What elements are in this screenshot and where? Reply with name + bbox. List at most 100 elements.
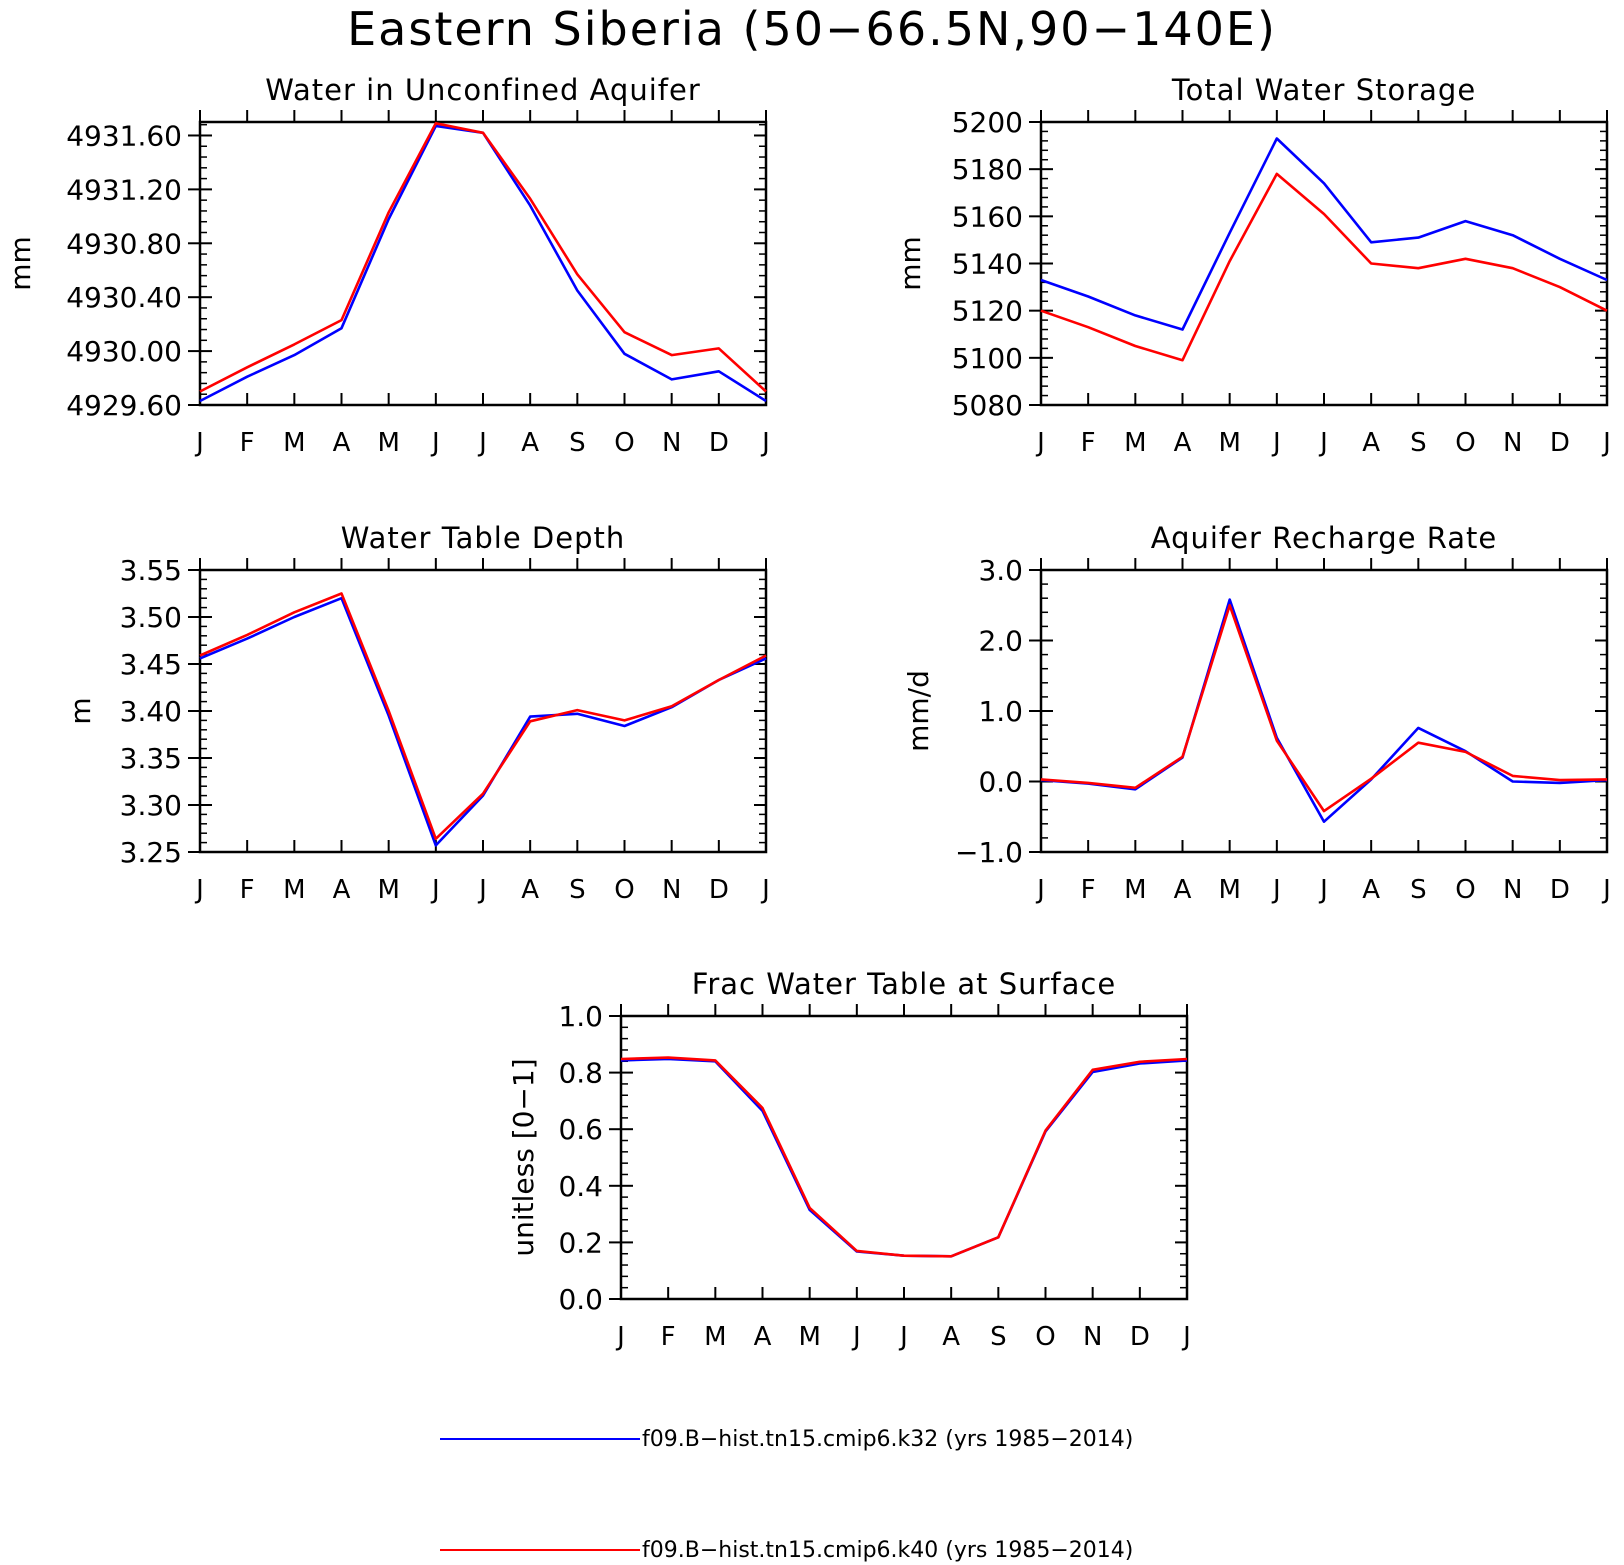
y-tick-label: 0.2 [558, 1226, 603, 1259]
figure-title: Eastern Siberia (50−66.5N,90−140E) [347, 2, 1277, 56]
x-tick-label: J [760, 428, 770, 458]
x-tick-label: F [240, 428, 255, 458]
x-tick-label: A [521, 875, 539, 905]
y-tick-label: 5200 [952, 106, 1023, 139]
x-tick-label: M [1124, 875, 1146, 905]
legend-line-1 [440, 1438, 640, 1440]
x-tick-label: M [1124, 428, 1146, 458]
x-tick-label: N [1083, 1322, 1102, 1352]
x-tick-label: J [851, 1322, 861, 1352]
x-tick-label: M [1218, 428, 1240, 458]
x-tick-label: N [662, 428, 681, 458]
y-tick-label: 3.0 [978, 554, 1023, 587]
y-tick-label: 4930.80 [66, 227, 182, 260]
y-tick-label: 0.6 [558, 1113, 603, 1146]
x-tick-label: D [1130, 1322, 1150, 1352]
y-tick-label: 5180 [952, 153, 1023, 186]
y-tick-label: 4931.60 [66, 119, 182, 152]
x-tick-label: O [614, 875, 634, 905]
x-tick-label: S [1410, 428, 1427, 458]
x-tick-label: S [569, 875, 586, 905]
x-tick-label: A [1362, 428, 1380, 458]
x-tick-label: D [1550, 875, 1570, 905]
x-tick-label: D [1550, 428, 1570, 458]
y-axis-label: mm [894, 236, 927, 291]
x-tick-label: F [240, 875, 255, 905]
y-axis-label: mm/d [902, 670, 935, 752]
chart-2: J F M A M J J A S O N D J508051005120514051605180520… [894, 73, 1611, 458]
chart-title: Aquifer Recharge Rate [1151, 521, 1498, 555]
chart-title: Frac Water Table at Surface [692, 967, 1116, 1001]
y-tick-label: 3.40 [120, 695, 182, 728]
x-tick-label: M [283, 875, 305, 905]
y-tick-label: 4931.20 [66, 173, 182, 206]
x-tick-label: J [1035, 428, 1045, 458]
x-tick-label: M [283, 428, 305, 458]
series-line-1 [199, 124, 767, 403]
chart-title: Total Water Storage [1171, 73, 1476, 107]
legend-entry-1: f09.B−hist.tn15.cmip6.k32 (yrs 1985−2014… [440, 1424, 1133, 1454]
y-tick-label: 0.0 [978, 766, 1023, 799]
chart-title: Water in Unconfined Aquifer [265, 73, 701, 107]
x-tick-label: J [430, 428, 440, 458]
y-tick-label: 0.8 [558, 1057, 603, 1090]
y-tick-label: 4930.40 [66, 281, 182, 314]
series-line-1 [199, 596, 767, 847]
x-tick-label: J [1601, 428, 1611, 458]
x-tick-label: N [1503, 428, 1522, 458]
x-tick-label: A [1174, 875, 1192, 905]
x-tick-label: M [798, 1322, 820, 1352]
plot-frame [198, 568, 768, 854]
y-tick-label: 3.50 [120, 601, 182, 634]
x-tick-label: J [194, 875, 204, 905]
x-tick-label: J [1181, 1322, 1191, 1352]
x-tick-label: J [194, 428, 204, 458]
y-tick-label: 1.0 [558, 1000, 603, 1033]
series-line-1 [1040, 137, 1608, 331]
series-line-2 [199, 592, 767, 841]
x-tick-label: A [754, 1322, 772, 1352]
y-axis-label: unitless [0−1] [507, 1058, 540, 1256]
x-tick-label: J [615, 1322, 625, 1352]
plot-frame [198, 120, 768, 407]
x-tick-label: J [1601, 875, 1611, 905]
x-tick-label: A [333, 428, 351, 458]
series-line-2 [1040, 603, 1608, 813]
x-tick-label: N [662, 875, 681, 905]
x-tick-label: A [942, 1322, 960, 1352]
x-tick-label: A [521, 428, 539, 458]
x-tick-label: M [377, 875, 399, 905]
y-tick-label: 3.25 [120, 836, 182, 869]
x-tick-label: O [1455, 875, 1475, 905]
x-tick-label: J [898, 1322, 908, 1352]
x-tick-label: S [1410, 875, 1427, 905]
x-tick-label: J [1271, 428, 1281, 458]
y-tick-label: 0.0 [558, 1283, 603, 1316]
series-line-1 [1040, 598, 1608, 824]
x-tick-label: J [760, 875, 770, 905]
legend-label-1: f09.B−hist.tn15.cmip6.k32 (yrs 1985−2014… [642, 1426, 1134, 1452]
x-tick-label: F [1081, 875, 1096, 905]
x-tick-label: J [477, 428, 487, 458]
chart-1: J F M A M J J A S O N D J4929.604930.004930.404930.8… [4, 73, 770, 458]
legend-label-2: f09.B−hist.tn15.cmip6.k40 (yrs 1985−2014… [642, 1537, 1134, 1563]
legend-line-2 [440, 1549, 640, 1551]
x-tick-label: M [377, 428, 399, 458]
y-tick-label: 5100 [952, 342, 1023, 375]
chart-3: J F M A M J J A S O N D J3.253.303.353.403.453.503.5… [64, 521, 770, 905]
x-tick-label: M [704, 1322, 726, 1352]
y-tick-label: 4930.00 [66, 335, 182, 368]
y-tick-label: 3.35 [120, 742, 182, 775]
chart-title: Water Table Depth [341, 521, 626, 555]
x-tick-label: F [1081, 428, 1096, 458]
y-tick-label: 3.55 [120, 554, 182, 587]
x-tick-label: D [709, 428, 729, 458]
y-axis-label: mm [4, 236, 37, 291]
y-tick-label: 3.30 [120, 789, 182, 822]
y-tick-label: 3.45 [120, 648, 182, 681]
x-tick-label: J [430, 875, 440, 905]
series-line-2 [1040, 172, 1608, 362]
